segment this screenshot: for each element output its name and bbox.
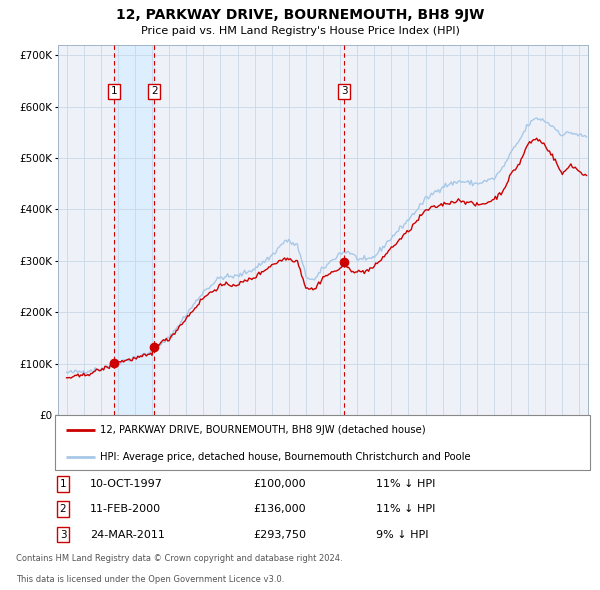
Text: 2: 2 — [151, 86, 157, 96]
Text: HPI: Average price, detached house, Bournemouth Christchurch and Poole: HPI: Average price, detached house, Bour… — [100, 453, 471, 463]
FancyBboxPatch shape — [55, 415, 590, 470]
Text: 9% ↓ HPI: 9% ↓ HPI — [376, 530, 428, 540]
Text: 11-FEB-2000: 11-FEB-2000 — [90, 504, 161, 514]
Text: 12, PARKWAY DRIVE, BOURNEMOUTH, BH8 9JW (detached house): 12, PARKWAY DRIVE, BOURNEMOUTH, BH8 9JW … — [100, 425, 426, 435]
Text: £293,750: £293,750 — [253, 530, 306, 540]
Text: £100,000: £100,000 — [253, 479, 305, 489]
Text: 11% ↓ HPI: 11% ↓ HPI — [376, 504, 436, 514]
Text: 3: 3 — [341, 86, 347, 96]
Text: £136,000: £136,000 — [253, 504, 305, 514]
Text: Price paid vs. HM Land Registry's House Price Index (HPI): Price paid vs. HM Land Registry's House … — [140, 26, 460, 36]
Text: 3: 3 — [60, 530, 67, 540]
Text: 10-OCT-1997: 10-OCT-1997 — [90, 479, 163, 489]
Text: This data is licensed under the Open Government Licence v3.0.: This data is licensed under the Open Gov… — [16, 575, 284, 584]
Bar — [114, 45, 154, 415]
Text: 24-MAR-2011: 24-MAR-2011 — [90, 530, 164, 540]
Text: 1: 1 — [111, 86, 118, 96]
Text: 1: 1 — [60, 479, 67, 489]
Text: 12, PARKWAY DRIVE, BOURNEMOUTH, BH8 9JW: 12, PARKWAY DRIVE, BOURNEMOUTH, BH8 9JW — [116, 8, 484, 22]
Text: Contains HM Land Registry data © Crown copyright and database right 2024.: Contains HM Land Registry data © Crown c… — [16, 554, 343, 563]
Text: 2: 2 — [60, 504, 67, 514]
Text: 11% ↓ HPI: 11% ↓ HPI — [376, 479, 436, 489]
